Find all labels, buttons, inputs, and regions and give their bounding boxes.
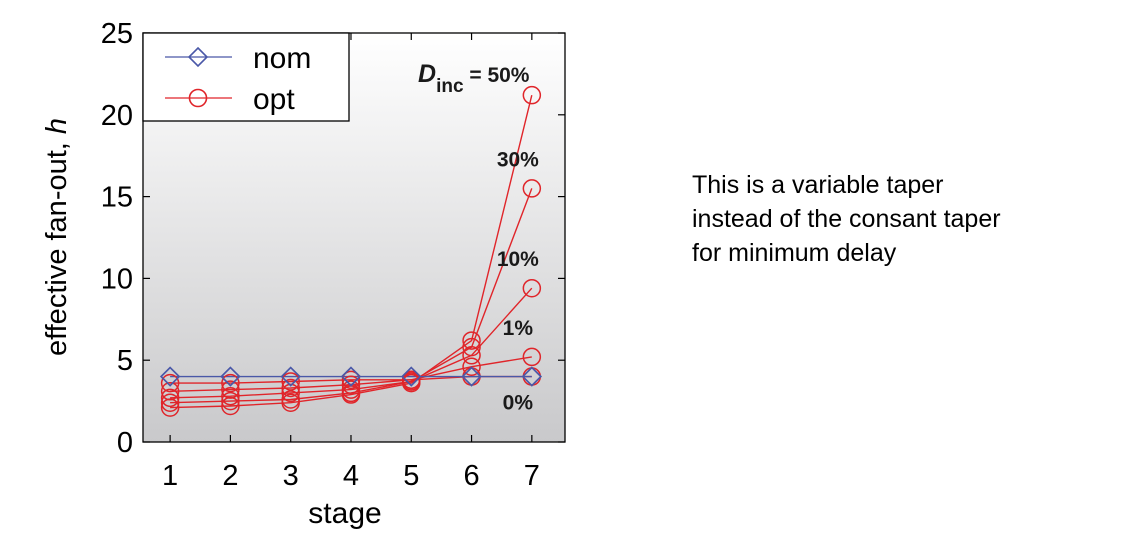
x-tick-label: 4 [343,460,359,492]
data-point-nom [340,366,362,387]
x-tick-label: 2 [222,460,238,492]
data-point-opt [522,85,542,105]
dinc-value: = 50% [464,64,530,87]
legend-box [142,32,350,122]
data-point-opt [221,396,240,416]
x-tick-label: 5 [403,460,419,492]
data-point-nom [461,366,482,387]
y-tick-label: 15 [101,182,133,214]
series-line-opt [170,95,533,409]
data-point-opt [160,393,180,412]
data-point-opt [522,278,542,298]
data-point-opt [221,386,240,406]
x-tick-label: 3 [283,460,299,492]
y-axis-title-var: h [41,118,73,134]
x-tick-label: 6 [463,460,479,492]
legend-opt-label: opt [253,83,295,116]
series-label-10pct: 10% [497,248,539,271]
dinc-annotation: Dinc = 50% [418,60,530,97]
y-tick-label: 20 [101,100,133,132]
data-point-opt [462,346,481,365]
caption-line: instead of the consant taper [692,205,1001,233]
data-point-nom [220,366,241,387]
data-point-opt [462,357,481,376]
x-tick-label: 7 [524,460,540,492]
data-point-opt [341,375,361,394]
data-point-nom [521,366,543,387]
legend-opt-marker [188,88,208,108]
series-label-1pct: 1% [503,317,534,340]
dinc-sub: inc [436,76,464,97]
data-point-opt [402,373,421,393]
x-tick-label: 1 [162,460,178,492]
legend: nom opt [142,32,350,122]
data-point-opt [462,331,481,350]
data-point-nom [159,366,181,387]
data-point-opt [462,337,481,357]
caption-line: for minimum delay [692,239,897,267]
y-axis-title-main: effective fan-out, [41,134,73,356]
data-point-opt [160,398,180,417]
data-point-opt [221,391,240,411]
data-point-opt [160,388,180,408]
caption-line: This is a variable taper [692,171,944,199]
data-point-nom [280,366,301,387]
dinc-var: D [418,60,436,88]
series-label-30pct: 30% [497,148,539,171]
data-point-opt [160,373,180,393]
caption-text: This is a variable taper instead of the … [692,168,1132,270]
data-point-opt [522,179,542,198]
data-point-opt [281,378,300,398]
y-tick-label: 0 [117,427,133,459]
data-point-opt [281,393,300,412]
x-axis-title: stage [308,497,381,530]
legend-nom-label: nom [253,42,311,75]
legend-nom-marker [187,46,209,68]
y-tick-label: 5 [117,345,133,377]
data-point-opt [221,373,240,393]
y-axis-title: effective fan-out, h [41,118,73,356]
series-label-0pct: 0% [503,392,534,415]
y-tick-label: 10 [101,263,133,295]
data-point-opt [281,372,300,391]
fanout-chart: 0 5 10 15 20 25 1 2 3 4 5 6 7 0% 1% 10% 30% nom opt Din… [41,18,566,530]
data-point-nom [401,366,422,387]
data-point-opt [341,370,361,390]
data-point-opt [522,347,542,367]
y-tick-label: 25 [101,18,133,50]
